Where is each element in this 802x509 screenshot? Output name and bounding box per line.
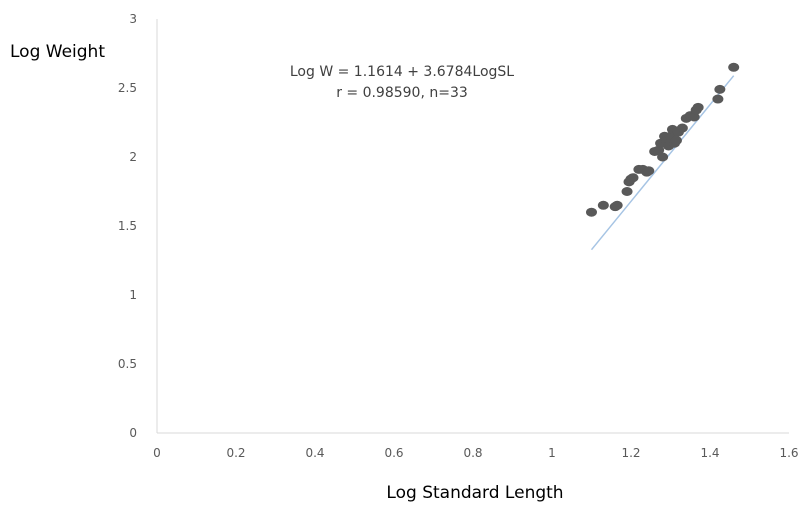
equation-annotation: Log W = 1.1614 + 3.6784LogSL xyxy=(290,64,514,80)
x-tick-label: 0.2 xyxy=(226,446,245,460)
y-tick-label: 1.5 xyxy=(118,219,137,233)
x-tick-label: 1.2 xyxy=(621,446,640,460)
x-tick-label: 0.4 xyxy=(305,446,324,460)
data-point xyxy=(597,200,609,210)
data-point xyxy=(728,62,740,72)
correlation-annotation: r = 0.98590, n=33 xyxy=(336,85,468,101)
data-point xyxy=(657,152,669,162)
data-point xyxy=(712,94,724,104)
y-tick-label: 1 xyxy=(129,288,137,302)
data-point xyxy=(688,112,700,122)
data-point xyxy=(611,200,623,210)
x-tick-label: 0.6 xyxy=(384,446,403,460)
data-point xyxy=(586,207,597,217)
y-axis-title: Log Weight xyxy=(10,42,105,62)
data-point xyxy=(621,187,633,196)
data-point xyxy=(653,145,665,155)
x-tick-label: 1 xyxy=(548,446,556,460)
data-point xyxy=(627,173,639,183)
y-tick-label: 2.5 xyxy=(118,81,137,95)
y-tick-label: 3 xyxy=(129,12,137,26)
data-point xyxy=(643,166,655,176)
x-axis-title: Log Standard Length xyxy=(386,483,563,503)
x-tick-label: 0.8 xyxy=(463,446,482,460)
data-point xyxy=(670,135,682,145)
x-tick-label: 0 xyxy=(153,446,161,460)
data-point xyxy=(692,102,704,112)
trendline xyxy=(590,75,735,251)
x-tick-label: 1.6 xyxy=(779,446,798,460)
data-point xyxy=(714,84,726,94)
x-tick-label: 1.4 xyxy=(700,446,719,460)
data-point xyxy=(676,123,688,133)
y-tick-label: 0 xyxy=(129,426,137,440)
y-tick-label: 0.5 xyxy=(118,357,137,371)
y-tick-label: 2 xyxy=(129,150,137,164)
